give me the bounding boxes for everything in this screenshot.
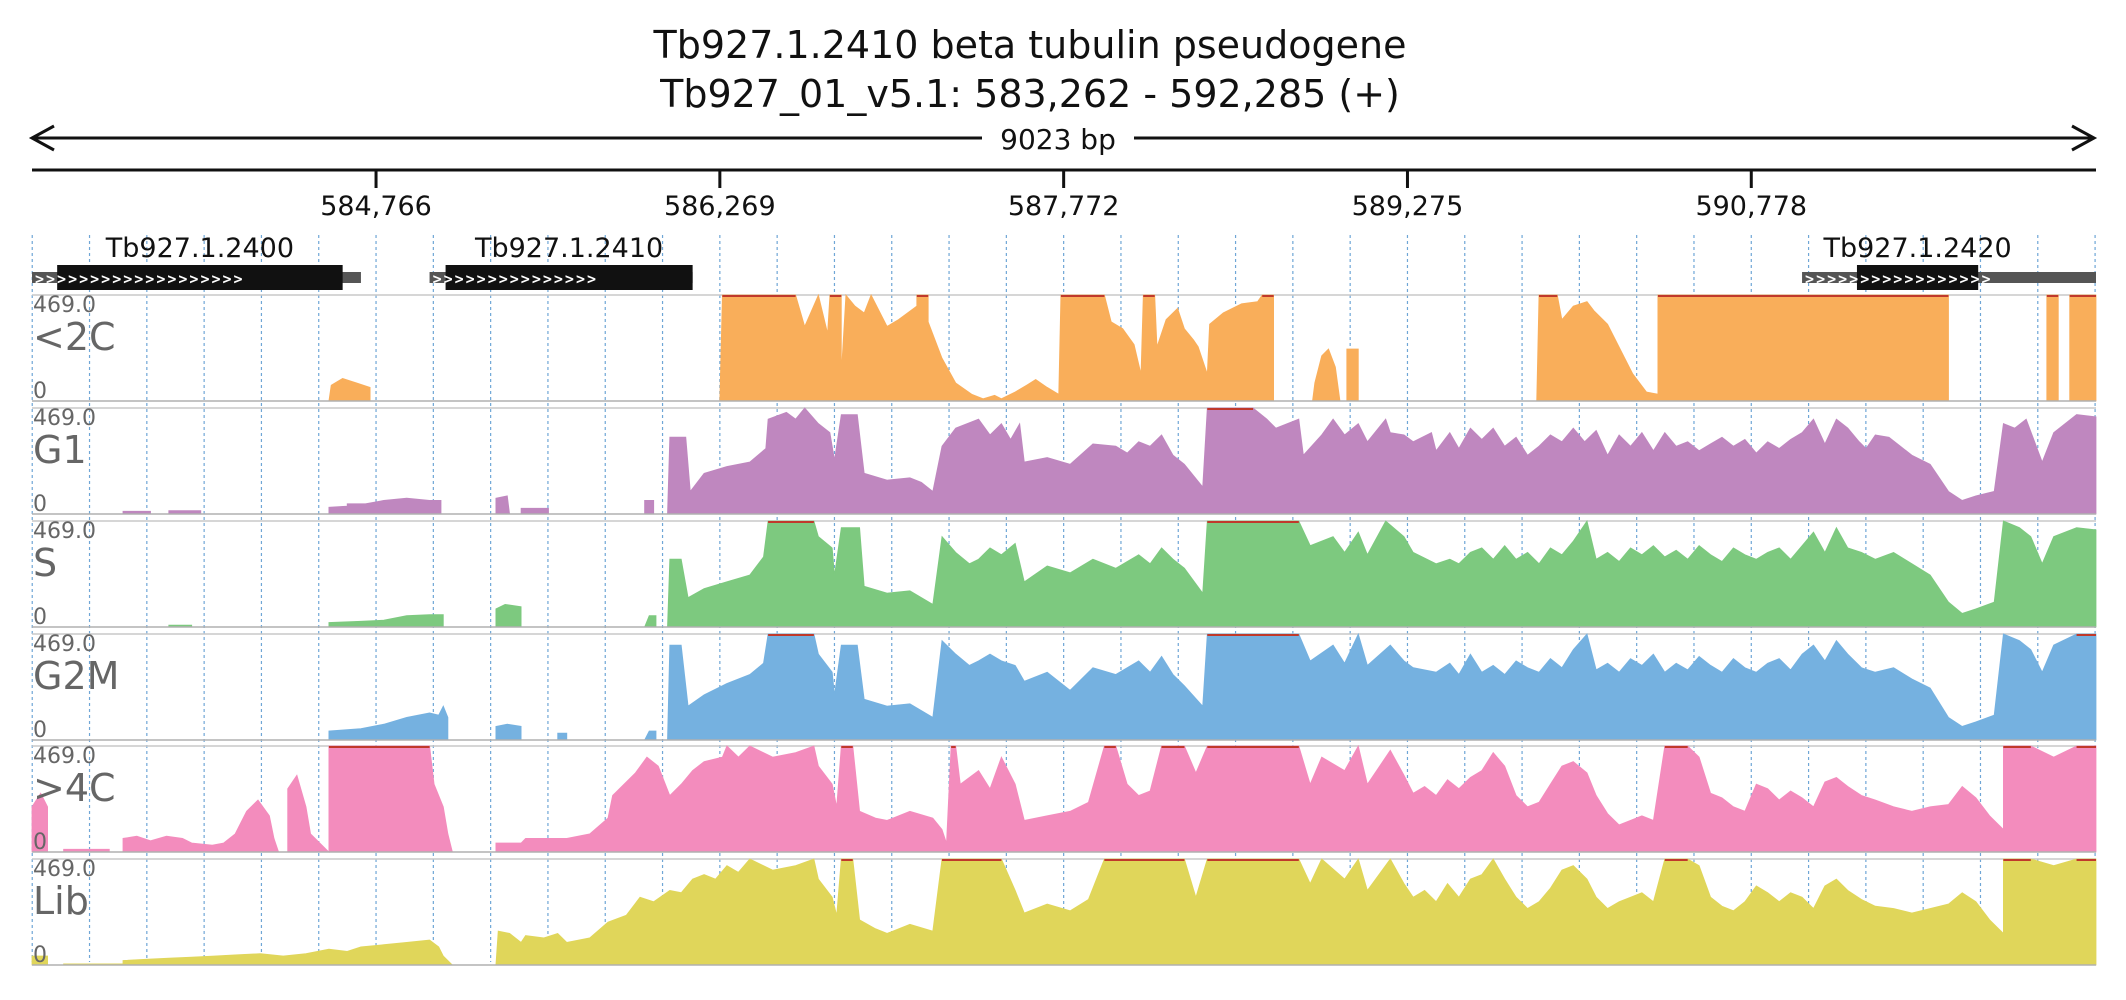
axis-tick-label-0: 584,766 xyxy=(320,191,432,222)
track-name-5: Lib xyxy=(33,879,89,923)
span-arrow-left-head xyxy=(28,124,55,152)
axis-tick-label-3: 589,275 xyxy=(1352,191,1464,222)
gene-annotation-track: >>>>>>>>>>>>>>>>>>> Tb927.1.2400 >>>>>>>>>… xyxy=(32,233,2096,290)
track-max-label-4: 469.0 xyxy=(33,744,96,769)
track-name-3: G2M xyxy=(33,654,119,698)
gene-strand-arrows-0: >>>>>>>>>>>>>>>>>>> xyxy=(35,270,245,288)
chart-title-line2: Tb927_01_v5.1: 583,262 - 592,285 (+) xyxy=(659,72,1400,116)
track-min-label-5: 0 xyxy=(33,943,47,968)
coverage-area-0 xyxy=(32,293,2097,402)
track-min-label-0: 0 xyxy=(33,379,47,404)
axis-tick-label-1: 586,269 xyxy=(664,191,776,222)
track-min-label-4: 0 xyxy=(33,830,47,855)
coverage-track-2: 469.0S 0 xyxy=(32,519,2097,630)
track-name-0: <2C xyxy=(33,315,116,359)
track-max-label-5: 469.0 xyxy=(33,857,96,882)
gene-label-0: Tb927.1.2400 xyxy=(105,233,294,264)
track-name-4: >4C xyxy=(33,766,116,810)
gene-strand-arrows-2: >>>>>>>>>>>>>>>>> xyxy=(1805,270,1993,288)
gene-label-1: Tb927.1.2410 xyxy=(474,233,663,264)
track-max-label-0: 469.0 xyxy=(33,293,96,318)
coverage-area-3 xyxy=(32,632,2097,741)
coverage-track-4: 469.0>4C 0 xyxy=(31,744,2097,855)
chart-title-line1: Tb927.1.2410 beta tubulin pseudogene xyxy=(653,23,1407,67)
coverage-track-1: 469.0G1 0 xyxy=(32,406,2097,517)
track-min-label-1: 0 xyxy=(33,492,47,517)
span-arrow-right-head xyxy=(2071,124,2098,152)
coverage-area-5 xyxy=(31,858,2097,966)
track-name-2: S xyxy=(33,541,57,585)
gene-label-2: Tb927.1.2420 xyxy=(1822,233,2011,264)
coverage-track-0: 469.0<2C 0 xyxy=(32,293,2097,404)
coordinate-axis-ticks: 584,766 586,269 587,772 589,275 590,778 xyxy=(320,170,1807,222)
coverage-area-2 xyxy=(32,520,2097,628)
track-min-label-2: 0 xyxy=(33,605,47,630)
gene-cds-2 xyxy=(1856,265,1979,290)
gene-cds-1 xyxy=(445,265,693,290)
gene-cds-0 xyxy=(57,265,343,290)
gene-strand-arrows-1: >>>>>>>>>>>>>>> xyxy=(433,270,598,288)
axis-tick-label-4: 590,778 xyxy=(1695,191,1807,222)
track-min-label-3: 0 xyxy=(33,718,47,743)
track-max-label-1: 469.0 xyxy=(33,406,96,431)
span-label-background xyxy=(982,120,1134,156)
span-arrow: 9023 bp xyxy=(28,120,2098,156)
track-name-1: G1 xyxy=(33,428,87,472)
coverage-area-1 xyxy=(32,407,2097,515)
track-max-label-2: 469.0 xyxy=(33,519,96,544)
coverage-tracks: 469.0<2C0469.0G10469.0S0469.0G2M0469.0>4… xyxy=(31,293,2097,968)
coverage-area-4 xyxy=(31,744,2097,853)
span-length-label: 9023 bp xyxy=(1000,123,1116,156)
track-max-label-3: 469.0 xyxy=(33,632,96,657)
axis-tick-label-2: 587,772 xyxy=(1008,191,1120,222)
